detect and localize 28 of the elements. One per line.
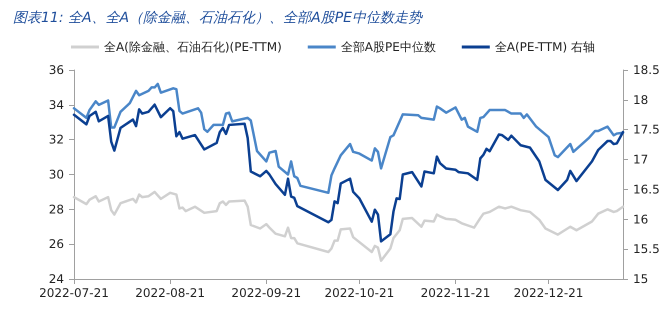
x-tick-label: 2022-11-21 xyxy=(420,286,490,300)
y-tick-label: 28 xyxy=(48,202,64,216)
y-tick-label: 26 xyxy=(48,237,64,252)
y-tick-label: 24 xyxy=(48,272,64,286)
y2-tick-label: 18.5 xyxy=(633,63,660,77)
line-series xyxy=(72,103,624,243)
line-series xyxy=(72,190,624,262)
x-tick-label: 2022-10-21 xyxy=(324,286,394,300)
line-series xyxy=(72,82,624,194)
y2-tick-label: 18 xyxy=(633,92,648,107)
y-tick-label: 34 xyxy=(48,98,64,112)
x-tick-label: 2022-08-21 xyxy=(135,286,206,300)
legend-label: 全A(PE-TTM) 右轴 xyxy=(494,40,596,54)
y2-tick-label: 16 xyxy=(633,212,648,226)
y2-tick-label: 15 xyxy=(633,272,648,286)
chart-title: 图表11: 全A、全A（除金融、石油石化）、全部A股PE中位数走势 xyxy=(13,10,424,26)
legend-label: 全A(除金融、石油石化)(PE-TTM) xyxy=(104,40,282,54)
x-tick-label: 2022-07-21 xyxy=(39,286,109,300)
x-tick-label: 2022-12-21 xyxy=(514,286,584,300)
y-tick-label: 30 xyxy=(48,168,64,182)
x-tick-label: 2022-09-21 xyxy=(231,286,302,300)
y-tick-label: 36 xyxy=(48,63,64,77)
legend-label: 全部A股PE中位数 xyxy=(340,40,436,54)
y2-tick-label: 15.5 xyxy=(633,242,660,256)
y2-tick-label: 17.5 xyxy=(633,122,660,137)
y2-tick-label: 17 xyxy=(633,152,648,167)
y2-tick-label: 16.5 xyxy=(633,182,660,196)
y-tick-label: 32 xyxy=(48,132,64,147)
